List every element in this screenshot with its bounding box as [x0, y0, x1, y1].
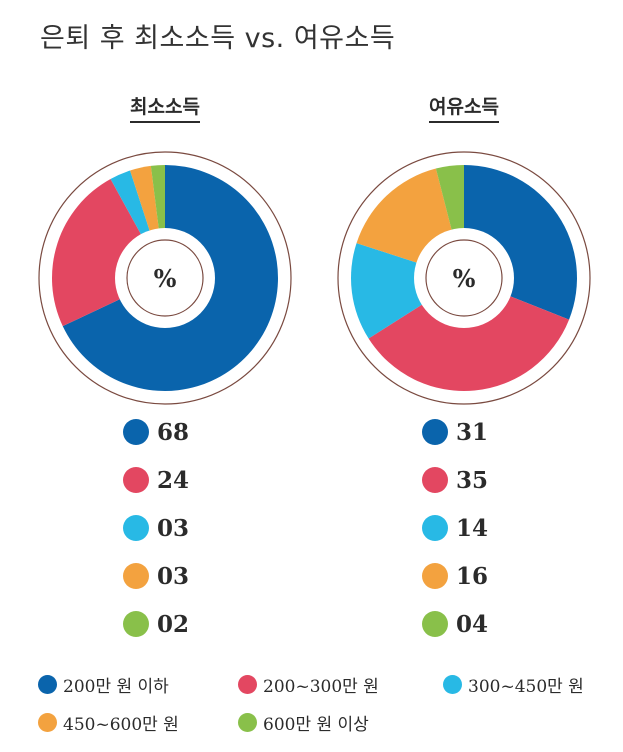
value-row: 35	[422, 456, 488, 504]
legend-color-dot	[38, 675, 57, 694]
value-color-dot	[123, 467, 149, 493]
value-label: 68	[157, 418, 190, 446]
legend-item: 200만 원 이하	[38, 672, 169, 697]
value-row: 31	[422, 408, 488, 456]
pie-slice	[350, 243, 464, 339]
legend-label: 200만 원 이하	[63, 677, 169, 697]
value-row: 68	[123, 408, 189, 456]
value-label: 14	[456, 514, 489, 542]
legend-item: 600만 원 이상	[238, 710, 369, 735]
value-label: 04	[456, 610, 489, 638]
value-color-dot	[422, 515, 448, 541]
value-label: 03	[157, 562, 190, 590]
legend-label: 600만 원 이상	[263, 715, 369, 735]
outer-ring	[337, 151, 591, 405]
value-row: 03	[123, 504, 189, 552]
legend-label: 200~300만 원	[263, 677, 379, 697]
legend-color-dot	[238, 675, 257, 694]
value-list: 68 24 03 03 02	[123, 408, 189, 648]
legend-color-dot	[443, 675, 462, 694]
value-color-dot	[422, 563, 448, 589]
legend-item: 300~450만 원	[443, 672, 584, 697]
value-row: 03	[123, 552, 189, 600]
donut-chart-minimum: %	[38, 151, 292, 405]
donut-chart-spare: %	[337, 151, 591, 405]
legend-item: 450~600만 원	[38, 710, 179, 735]
inner-ring	[425, 239, 503, 317]
legend-color-dot	[238, 713, 257, 732]
value-label: 35	[456, 466, 489, 494]
outer-ring	[38, 151, 292, 405]
legend-color-dot	[38, 713, 57, 732]
center-label: %	[154, 264, 177, 293]
value-label: 31	[456, 418, 489, 446]
panel-minimum-income: 최소소득 % 68 24 03 03 02	[35, 88, 295, 648]
value-row: 04	[422, 600, 488, 648]
value-color-dot	[422, 611, 448, 637]
panel-title: 최소소득	[130, 92, 200, 123]
donut-hole	[115, 228, 215, 328]
value-row: 16	[422, 552, 488, 600]
center-label: %	[453, 264, 476, 293]
value-color-dot	[123, 611, 149, 637]
pie-slice	[368, 278, 570, 391]
legend-label: 450~600만 원	[63, 715, 179, 735]
panel-spare-income: 여유소득 % 31 35 14 16 04	[334, 88, 594, 648]
donut-hole	[414, 228, 514, 328]
value-label: 24	[157, 466, 190, 494]
inner-ring	[126, 239, 204, 317]
legend-label: 300~450만 원	[468, 677, 584, 697]
value-color-dot	[422, 467, 448, 493]
value-list: 31 35 14 16 04	[422, 408, 488, 648]
value-color-dot	[123, 419, 149, 445]
value-label: 02	[157, 610, 190, 638]
value-color-dot	[123, 563, 149, 589]
value-color-dot	[422, 419, 448, 445]
value-label: 16	[456, 562, 489, 590]
value-row: 24	[123, 456, 189, 504]
value-row: 02	[123, 600, 189, 648]
value-color-dot	[123, 515, 149, 541]
panel-title: 여유소득	[429, 92, 499, 123]
value-label: 03	[157, 514, 190, 542]
chart-title: 은퇴 후 최소소득 vs. 여유소득	[40, 23, 396, 54]
legend-item: 200~300만 원	[238, 672, 379, 697]
value-row: 14	[422, 504, 488, 552]
